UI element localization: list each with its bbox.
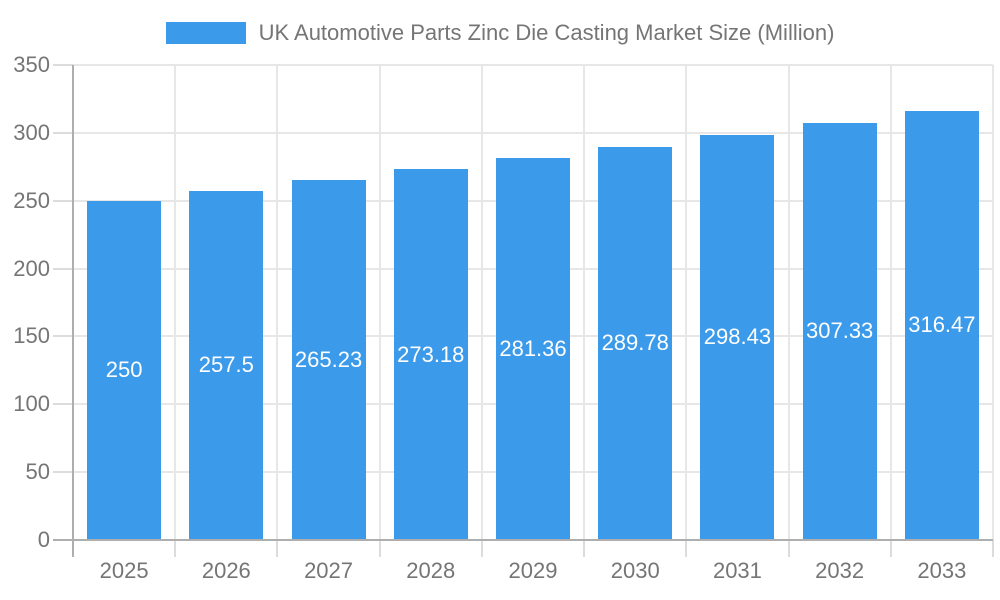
bar-value-label: 316.47	[908, 312, 976, 338]
y-axis-tick	[53, 199, 73, 202]
y-axis-tick-label: 300	[13, 119, 50, 145]
y-axis-tick-label: 50	[25, 459, 50, 485]
x-axis-line	[53, 539, 993, 541]
x-axis-tick	[480, 540, 483, 557]
x-axis-tick	[889, 540, 892, 557]
bar-value-label: 250	[105, 357, 143, 383]
x-axis-tick-label: 2030	[610, 558, 660, 583]
y-axis-tick-label: 150	[13, 323, 50, 349]
x-axis-tick	[992, 540, 994, 557]
x-axis-tick	[787, 540, 790, 557]
bar-value-label: 257.5	[198, 352, 254, 378]
y-axis-tick-label: 200	[13, 255, 50, 281]
v-gridline	[174, 65, 177, 540]
y-axis-tick-label: 350	[13, 52, 50, 77]
x-axis-tick	[378, 540, 381, 557]
bar-value-label: 281.36	[499, 336, 567, 362]
v-gridline	[276, 65, 279, 540]
x-axis-tick-label: 2028	[406, 558, 456, 583]
bar-value-label: 289.78	[601, 330, 669, 356]
h-gridline	[73, 131, 993, 134]
y-axis-tick	[53, 131, 73, 134]
legend-swatch	[165, 22, 246, 44]
v-gridline	[583, 65, 586, 540]
y-axis-line	[72, 65, 74, 557]
bar-value-label: 298.43	[703, 324, 772, 350]
x-axis-tick	[685, 540, 688, 557]
x-axis-tick	[276, 540, 279, 557]
bar: 257.5	[189, 190, 264, 540]
v-gridline	[787, 65, 790, 540]
y-axis-tick	[53, 267, 73, 270]
y-axis-tick-label: 0	[37, 527, 50, 552]
x-axis-tick-label: 2031	[712, 558, 762, 583]
v-gridline	[480, 65, 483, 540]
y-axis-tick	[53, 471, 73, 474]
x-axis-tick-label: 2032	[815, 558, 865, 583]
v-gridline	[889, 65, 892, 540]
x-axis-tick-label: 2026	[201, 558, 251, 583]
y-axis-tick	[53, 335, 73, 338]
x-axis-tick	[174, 540, 177, 557]
bar: 298.43	[700, 134, 775, 540]
y-axis-tick-label: 100	[13, 391, 50, 417]
x-axis-tick-label: 2025	[99, 558, 149, 583]
h-gridline	[73, 64, 993, 66]
bar-value-label: 265.23	[294, 347, 363, 372]
bar: 281.36	[496, 158, 570, 540]
bar-value-label: 273.18	[397, 341, 465, 367]
v-gridline	[378, 65, 381, 540]
bar-value-label: 307.33	[806, 318, 874, 344]
bar: 316.47	[904, 110, 979, 540]
bar: 307.33	[802, 122, 877, 540]
v-gridline	[992, 65, 994, 540]
bar: 289.78	[598, 146, 673, 540]
v-gridline	[685, 65, 688, 540]
plot-area: 250 257.5 265.23 273.18 281.36 289.78 298.43 30…	[73, 64, 994, 540]
bar: 273.18	[393, 169, 468, 540]
y-axis-tick-label: 250	[13, 187, 50, 213]
y-axis-tick	[53, 64, 73, 66]
x-axis-tick	[583, 540, 586, 557]
legend-label: UK Automotive Parts Zinc Die Casting Mar…	[258, 20, 835, 45]
y-axis-tick	[53, 403, 73, 406]
x-axis-tick-label: 2027	[304, 558, 354, 583]
bar: 250	[87, 200, 162, 540]
x-axis-tick-label: 2029	[508, 558, 558, 583]
x-axis-tick-label: 2033	[917, 558, 967, 583]
bar: 265.23	[291, 180, 366, 540]
legend[interactable]: UK Automotive Parts Zinc Die Casting Mar…	[0, 20, 1000, 46]
